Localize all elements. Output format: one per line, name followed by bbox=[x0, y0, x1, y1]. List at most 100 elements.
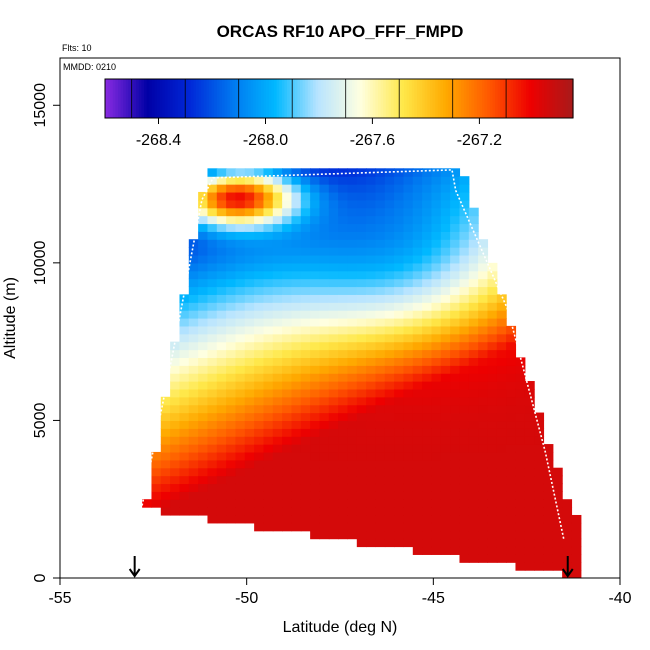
heat-cell bbox=[328, 239, 339, 248]
heat-cell bbox=[403, 365, 414, 374]
heat-cell bbox=[478, 278, 489, 288]
heat-cell bbox=[366, 278, 377, 288]
heat-cell bbox=[412, 278, 423, 288]
colorbar-segment bbox=[554, 79, 558, 118]
heat-cell bbox=[552, 467, 563, 477]
heat-cell bbox=[263, 318, 274, 327]
heat-cell bbox=[244, 451, 255, 461]
heat-cell bbox=[450, 247, 461, 256]
heat-cell bbox=[459, 215, 470, 225]
heat-cell bbox=[496, 325, 507, 335]
colorbar-segment bbox=[333, 79, 337, 118]
heat-cell bbox=[524, 507, 535, 516]
heat-cell bbox=[524, 451, 535, 461]
heat-cell bbox=[524, 483, 535, 492]
heat-cell bbox=[496, 333, 507, 343]
heat-cell bbox=[403, 349, 414, 358]
heat-cell bbox=[403, 207, 414, 217]
heat-cell bbox=[254, 168, 265, 177]
colorbar-segment bbox=[487, 79, 491, 118]
heat-cell bbox=[347, 530, 358, 540]
colorbar-segment bbox=[133, 79, 137, 118]
heat-cell bbox=[366, 420, 377, 429]
heat-cell bbox=[440, 483, 451, 492]
heat-cell bbox=[552, 514, 563, 524]
heat-cell bbox=[366, 530, 377, 540]
heat-cell bbox=[347, 215, 358, 225]
heat-cell bbox=[328, 357, 339, 366]
heat-cell bbox=[524, 522, 535, 532]
heat-cell bbox=[487, 365, 498, 374]
heat-cell bbox=[319, 381, 330, 390]
heat-cell bbox=[356, 412, 367, 422]
heat-cell bbox=[319, 530, 330, 540]
heat-cell bbox=[235, 451, 246, 461]
heat-cell bbox=[366, 199, 377, 209]
heat-cell bbox=[319, 396, 330, 406]
heat-cell bbox=[412, 483, 423, 492]
heat-cell bbox=[534, 554, 545, 563]
heat-cell bbox=[207, 239, 218, 248]
colorbar-tick-label: -267.6 bbox=[350, 132, 395, 149]
heat-cell bbox=[412, 491, 423, 500]
heat-cell bbox=[496, 436, 507, 445]
heat-cell bbox=[226, 278, 237, 288]
heat-cell bbox=[347, 254, 358, 264]
heat-cell bbox=[263, 333, 274, 343]
heat-cell bbox=[347, 381, 358, 390]
heat-cell bbox=[263, 294, 274, 303]
colorbar-segment bbox=[560, 79, 564, 118]
heat-cell bbox=[478, 357, 489, 366]
heat-cell bbox=[394, 168, 405, 177]
heat-cell bbox=[319, 191, 330, 201]
colorbar-segment bbox=[521, 79, 525, 118]
heat-cell bbox=[291, 270, 302, 280]
heat-cell bbox=[310, 459, 321, 469]
heat-cell bbox=[440, 444, 451, 453]
heat-cell bbox=[272, 459, 283, 469]
heat-cell bbox=[412, 412, 423, 422]
heat-cell bbox=[254, 396, 265, 406]
heat-cell bbox=[440, 381, 451, 390]
heat-cell bbox=[422, 278, 433, 288]
heat-cell bbox=[487, 412, 498, 422]
colorbar-segment bbox=[240, 79, 244, 118]
heat-cell bbox=[431, 499, 442, 508]
heat-cell bbox=[216, 341, 227, 351]
heat-cell bbox=[431, 318, 442, 327]
heat-cell bbox=[459, 420, 470, 429]
colorbar-segment bbox=[391, 79, 395, 118]
heat-cell bbox=[534, 530, 545, 540]
heat-cell bbox=[216, 451, 227, 461]
heat-cell bbox=[366, 349, 377, 358]
heat-cell bbox=[170, 475, 181, 485]
heat-cell bbox=[300, 254, 311, 264]
heat-cell bbox=[272, 199, 283, 209]
heat-cell bbox=[300, 499, 311, 508]
heat-cell bbox=[244, 507, 255, 516]
heat-cell bbox=[207, 388, 218, 398]
heat-cell bbox=[300, 428, 311, 437]
heat-cell bbox=[179, 507, 190, 516]
heat-cell bbox=[394, 538, 405, 548]
heat-cell bbox=[198, 247, 209, 256]
heat-cell bbox=[431, 239, 442, 248]
heat-cell bbox=[170, 507, 181, 516]
heat-cell bbox=[263, 254, 274, 264]
heat-cell bbox=[403, 507, 414, 516]
heat-cell bbox=[254, 325, 265, 335]
heat-cell bbox=[459, 546, 470, 555]
heat-cell bbox=[310, 444, 321, 453]
heat-cell bbox=[170, 381, 181, 390]
heat-cell bbox=[422, 475, 433, 485]
heat-cell bbox=[291, 278, 302, 288]
heat-cell bbox=[272, 467, 283, 477]
heat-cell bbox=[543, 444, 554, 453]
heat-cell bbox=[394, 310, 405, 319]
heat-cell bbox=[328, 223, 339, 232]
heat-cell bbox=[300, 388, 311, 398]
heat-cell bbox=[422, 396, 433, 406]
heat-cell bbox=[338, 349, 349, 358]
heat-cell bbox=[151, 459, 162, 469]
heat-cell bbox=[207, 318, 218, 327]
